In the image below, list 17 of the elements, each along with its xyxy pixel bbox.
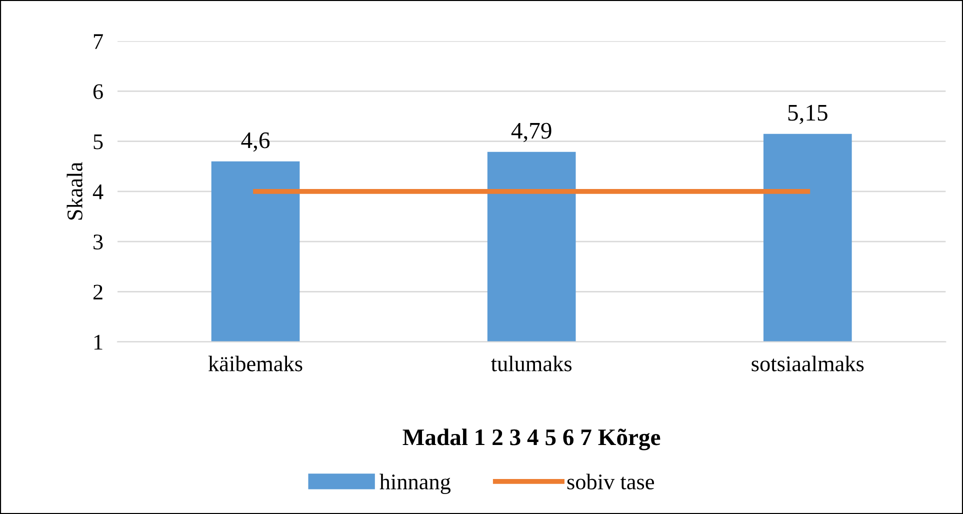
y-tick-label: 4 <box>92 184 104 200</box>
x-tick-label: käibemaks <box>208 356 302 372</box>
x-tick-label: sotsiaalmaks <box>752 356 864 372</box>
data-label: 4,6 <box>241 132 270 152</box>
x-tick-label: tulumaks <box>491 356 572 372</box>
legend-label: sobiv tase <box>567 474 654 490</box>
y-tick-label: 1 <box>94 334 102 350</box>
y-tick-label: 6 <box>93 84 103 100</box>
legend-label: hinnang <box>380 474 451 494</box>
data-label: 4,79 <box>511 122 552 142</box>
data-label: 5,15 <box>788 104 828 124</box>
y-axis-title: Skaala <box>66 162 82 220</box>
y-tick-label: 5 <box>94 134 103 150</box>
x-axis-title: Madal 1 2 3 4 5 6 7 Kõrge <box>402 428 660 450</box>
y-tick-label: 3 <box>94 234 103 250</box>
y-tick-label: 2 <box>93 284 102 300</box>
y-tick-label: 7 <box>94 34 103 49</box>
